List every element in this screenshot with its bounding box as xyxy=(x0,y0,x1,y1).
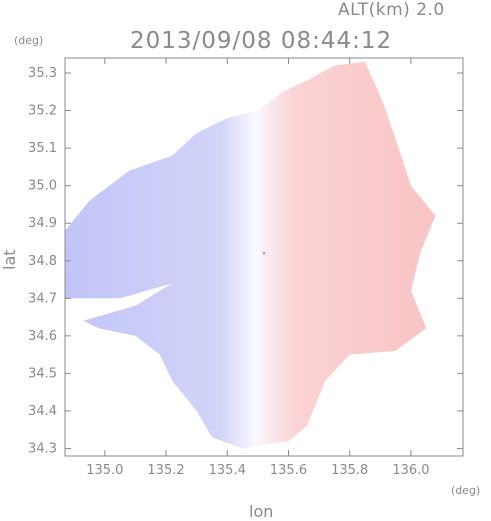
coverage-area xyxy=(65,61,436,449)
velocity-field xyxy=(65,61,436,449)
y-tick-label: 34.4 xyxy=(28,404,57,419)
altitude-label: ALT(km) 2.0 xyxy=(338,0,445,20)
y-tick-label: 34.8 xyxy=(28,254,57,269)
y-axis-unit: (deg) xyxy=(14,34,44,47)
x-tick-label: 135.6 xyxy=(270,463,307,478)
x-tick-label: 135.2 xyxy=(147,463,184,478)
y-tick-label: 35.0 xyxy=(28,179,57,194)
y-tick-label: 35.3 xyxy=(28,66,57,81)
y-tick-label: 34.7 xyxy=(28,291,57,306)
x-tick-label: 135.8 xyxy=(331,463,368,478)
timestamp-title: 2013/09/08 08:44:12 xyxy=(130,28,393,54)
y-tick-label: 34.5 xyxy=(28,366,57,381)
y-tick-label: 34.9 xyxy=(28,216,57,231)
plot-frame xyxy=(64,57,464,457)
x-axis-label: lon xyxy=(249,502,274,521)
x-tick-label: 135.0 xyxy=(86,463,123,478)
x-tick-label: 136.0 xyxy=(392,463,429,478)
y-tick-label: 35.2 xyxy=(28,104,57,119)
y-axis: 34.3 34.4 34.5 34.6 34.7 34.8 34.9 35.0 35.1 35.2… xyxy=(28,66,463,456)
y-tick-label: 34.6 xyxy=(28,329,57,344)
radar-center-marker xyxy=(262,251,266,255)
x-axis: 135.0 135.2 135.4 135.6 135.8 136.0 xyxy=(86,58,430,478)
x-tick-label: 135.4 xyxy=(209,463,246,478)
x-axis-unit: (deg) xyxy=(451,484,481,497)
y-tick-label: 34.3 xyxy=(28,441,57,456)
y-tick-label: 35.1 xyxy=(28,141,57,156)
